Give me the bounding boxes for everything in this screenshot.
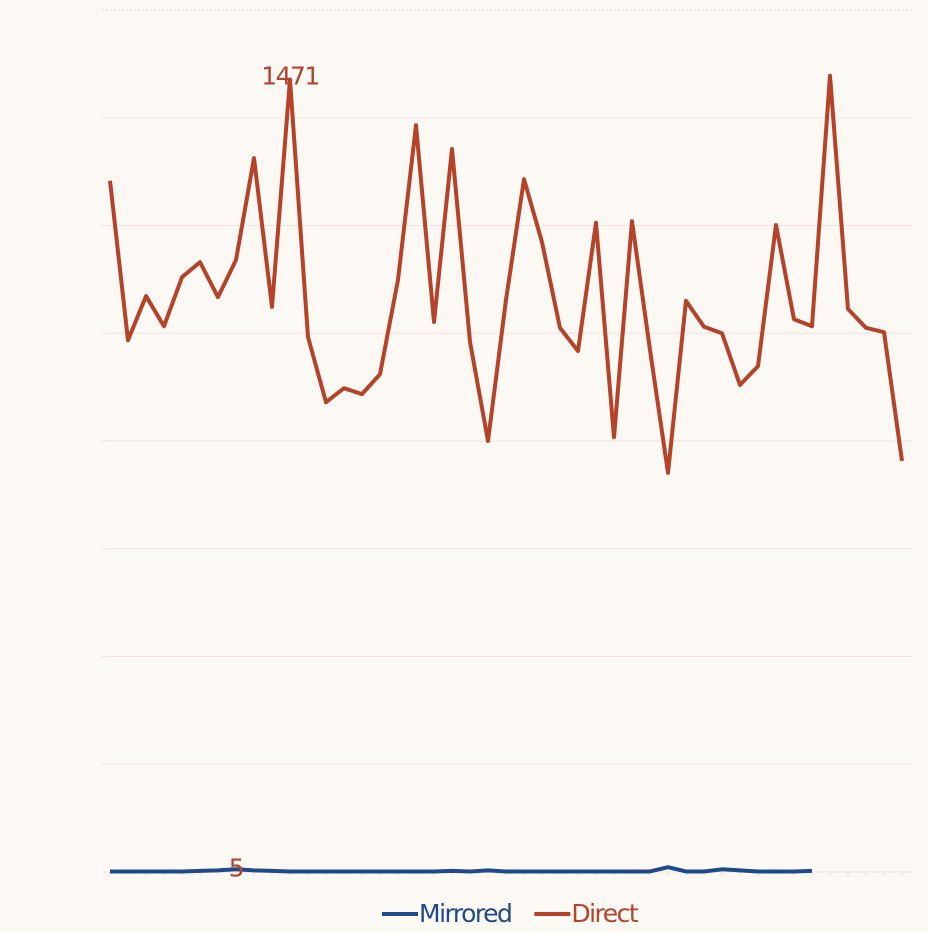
legend-label: Mirrored <box>419 899 511 928</box>
data-label: 1471 <box>261 61 319 90</box>
legend-label: Direct <box>571 899 639 928</box>
data-label: 5 <box>229 853 243 882</box>
series-line <box>108 73 904 475</box>
series-line <box>110 865 813 874</box>
